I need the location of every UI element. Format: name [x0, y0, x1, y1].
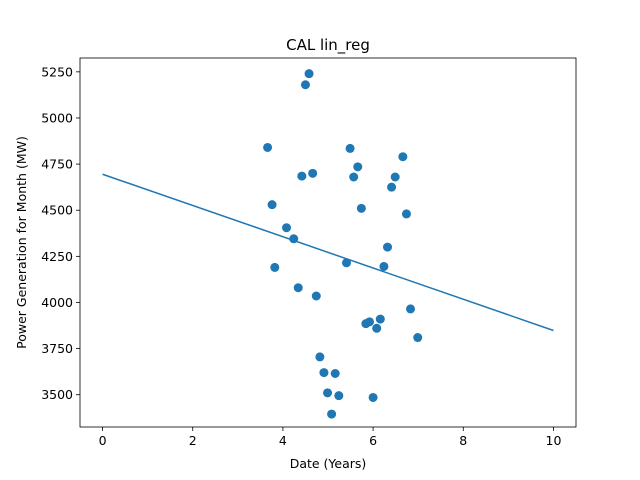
y-tick-label: 3750 [41, 341, 73, 356]
x-axis: 0 2 4 6 8 10 [99, 427, 562, 448]
regression-line [102, 173, 554, 332]
data-point [293, 283, 303, 293]
data-point [379, 261, 389, 271]
data-point [364, 317, 374, 327]
x-tick-label: 8 [459, 433, 467, 448]
y-tick-label: 5250 [41, 64, 73, 79]
data-point [327, 409, 337, 419]
data-point [372, 323, 382, 333]
data-point [319, 368, 329, 378]
y-tick-label: 4750 [41, 157, 73, 172]
data-point [304, 69, 314, 79]
data-point [387, 182, 397, 192]
data-point [375, 314, 385, 324]
data-point [267, 200, 277, 210]
data-point [311, 291, 321, 301]
data-point [334, 391, 344, 401]
data-point [345, 143, 355, 153]
data-point [282, 223, 292, 233]
x-tick-label: 0 [99, 433, 107, 448]
data-point [401, 209, 411, 219]
x-tick-label: 10 [546, 433, 562, 448]
data-point [349, 172, 359, 182]
data-point [383, 242, 393, 252]
data-point [390, 172, 400, 182]
data-point [289, 234, 299, 244]
y-tick-label: 3500 [41, 387, 73, 402]
data-point [297, 171, 307, 181]
plot-area-frame [79, 57, 577, 428]
x-tick-label: 2 [189, 433, 197, 448]
y-axis-title: Power Generation for Month (MW) [14, 136, 29, 349]
data-point [341, 258, 351, 268]
data-point [356, 203, 366, 213]
data-point [353, 162, 363, 172]
chart-title: CAL lin_reg [286, 36, 370, 55]
data-point [263, 142, 273, 152]
y-tick-label: 4500 [41, 203, 73, 218]
data-point [315, 352, 325, 362]
data-point [300, 80, 310, 90]
data-point [368, 392, 378, 402]
data-point [330, 368, 340, 378]
data-point [398, 152, 408, 162]
x-tick-label: 4 [279, 433, 287, 448]
data-point [323, 388, 333, 398]
data-point [406, 304, 416, 314]
y-tick-label: 4000 [41, 295, 73, 310]
y-axis: 3500 3750 4000 4250 4500 4750 5000 5250 [41, 64, 80, 402]
regression-line-layer [102, 173, 554, 332]
y-tick-label: 5000 [41, 110, 73, 125]
data-point [413, 333, 423, 343]
data-points-layer [263, 69, 423, 419]
y-tick-label: 4250 [41, 249, 73, 264]
data-point [308, 168, 318, 178]
x-axis-title: Date (Years) [290, 456, 367, 471]
data-point [270, 262, 280, 272]
x-tick-label: 6 [369, 433, 377, 448]
